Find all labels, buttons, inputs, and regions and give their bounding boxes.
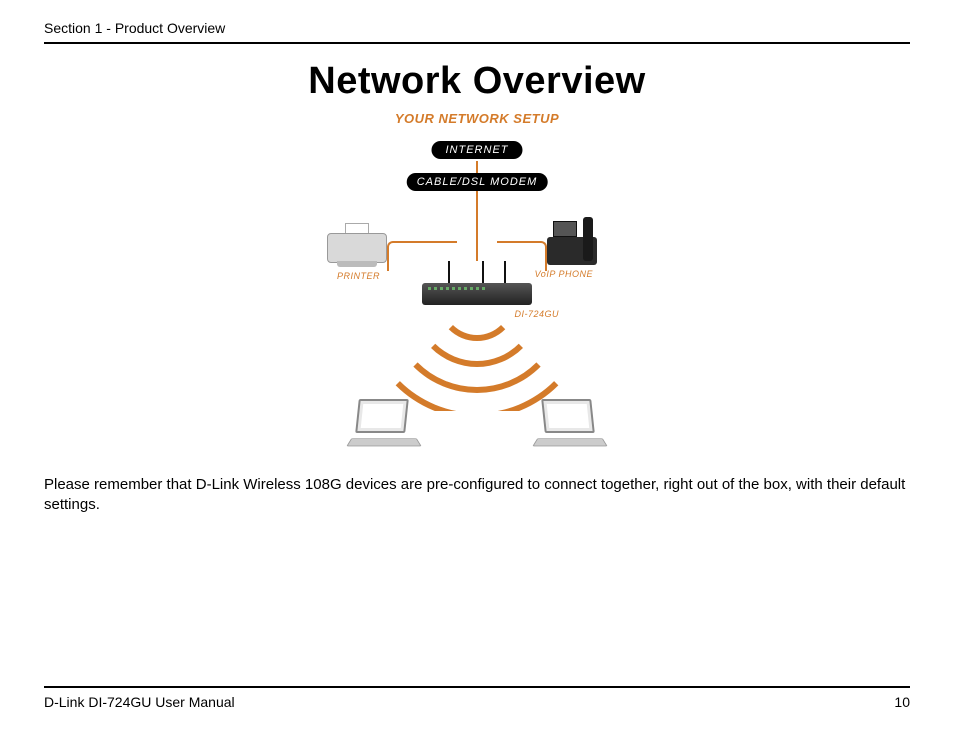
laptop-icon xyxy=(349,399,419,449)
modem-pill: CABLE/DSL MODEM xyxy=(407,173,548,191)
printer-label: PRINTER xyxy=(337,271,380,281)
connector-line xyxy=(476,191,478,261)
phone-icon xyxy=(547,215,597,265)
setup-label: YOUR NETWORK SETUP xyxy=(317,111,637,126)
footer-page-number: 10 xyxy=(894,694,910,710)
footer-manual-name: D-Link DI-724GU User Manual xyxy=(44,694,235,710)
page-title: Network Overview xyxy=(44,60,910,103)
internet-pill: INTERNET xyxy=(432,141,523,159)
page-footer: D-Link DI-724GU User Manual 10 xyxy=(44,686,910,710)
laptop-icon xyxy=(535,399,605,449)
section-header: Section 1 - Product Overview xyxy=(44,20,910,44)
body-paragraph: Please remember that D-Link Wireless 108… xyxy=(44,475,910,516)
connector-line xyxy=(476,161,478,173)
network-diagram: YOUR NETWORK SETUP INTERNET CABLE/DSL MO… xyxy=(44,111,910,451)
printer-icon xyxy=(327,223,387,267)
wifi-signal-icon xyxy=(367,281,587,411)
phone-label: VoIP PHONE xyxy=(535,269,593,279)
